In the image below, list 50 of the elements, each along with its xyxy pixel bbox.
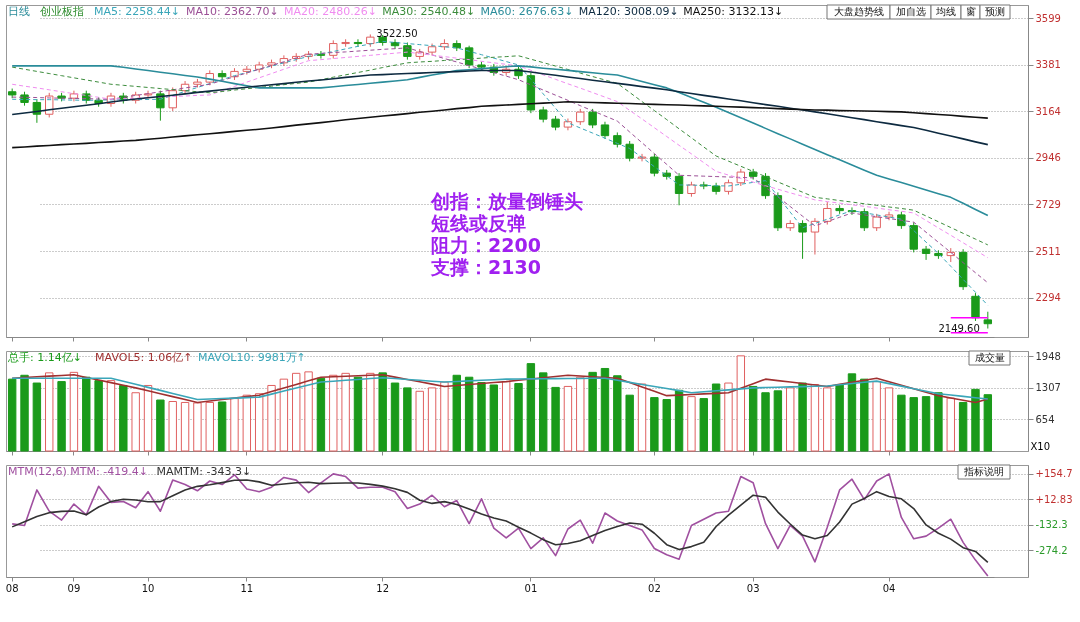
text: MA5: 2258.44↓ (94, 5, 180, 18)
annotation: 指标说明 (963, 466, 1004, 477)
annotation: 阻力：2200 (431, 234, 541, 256)
text: MA10: 2362.70↓ (185, 5, 279, 18)
y-tick-label: -132.3 (1035, 519, 1068, 531)
series-label: MTM(12,6) MTM: -419.4↓ (8, 465, 148, 478)
x-tick-label: 03 (746, 582, 760, 594)
x-tick-label: 10 (141, 582, 155, 594)
y-tick-label: -274.2 (1035, 544, 1068, 556)
chart-title: 日线 (8, 5, 30, 18)
y-tick-label: 654 (1035, 413, 1055, 425)
text: MA120: 3008.09↓ (578, 5, 679, 18)
annotation: 3522.50 (376, 28, 418, 40)
annotation: 窗 (965, 6, 976, 17)
y-axis-title: X10 (1030, 440, 1051, 452)
series-label: MAVOL10: 9981万↑ (198, 351, 306, 364)
text: MA20: 2480.26↓ (284, 5, 378, 18)
y-tick-label: 1307 (1035, 382, 1061, 394)
y-tick-label: 2946 (1035, 152, 1061, 164)
annotation: 支撑：2130 (430, 256, 541, 278)
series-label: 总手: 1.14亿↓ (7, 351, 82, 364)
y-tick-label: 1948 (1035, 350, 1061, 362)
annotation: 大盘趋势线 (833, 6, 884, 17)
x-tick-label: 08 (5, 582, 19, 594)
y-tick-label: 3164 (1035, 105, 1061, 117)
y-tick-label: 3381 (1035, 59, 1061, 71)
annotation: 成交量 (974, 352, 1005, 363)
x-tick-label: 02 (648, 582, 661, 594)
series-label: MAMTM: -343.3↓ (156, 465, 252, 478)
annotation: 均线 (935, 6, 956, 17)
x-tick-label: 11 (240, 582, 254, 594)
y-tick-label: 2511 (1035, 245, 1061, 257)
text: MA60: 2676.63↓ (480, 5, 574, 18)
text: MA30: 2540.48↓ (382, 5, 476, 18)
y-tick-label: +154.7 (1035, 468, 1073, 480)
annotation: 2149.60 (938, 322, 980, 334)
y-tick-label: 3599 (1035, 12, 1061, 24)
y-tick-label: 2294 (1035, 292, 1061, 304)
text: MA250: 3132.13↓ (683, 5, 784, 18)
x-tick-label: 04 (882, 582, 896, 594)
y-tick-label: 2729 (1035, 198, 1061, 210)
x-tick-label: 09 (67, 582, 81, 594)
chart-subtitle: 创业板指 (40, 5, 84, 18)
x-tick-label: 12 (376, 582, 390, 594)
series-label: MAVOL5: 1.06亿↑ (95, 351, 193, 364)
y-tick-label: +12.83 (1035, 493, 1073, 505)
x-tick-label: 01 (524, 582, 538, 594)
annotation: 加自选 (895, 6, 926, 17)
annotation: 预测 (985, 6, 1005, 17)
annotation: 创指：放量倒锤头短线或反弹 (430, 190, 583, 234)
